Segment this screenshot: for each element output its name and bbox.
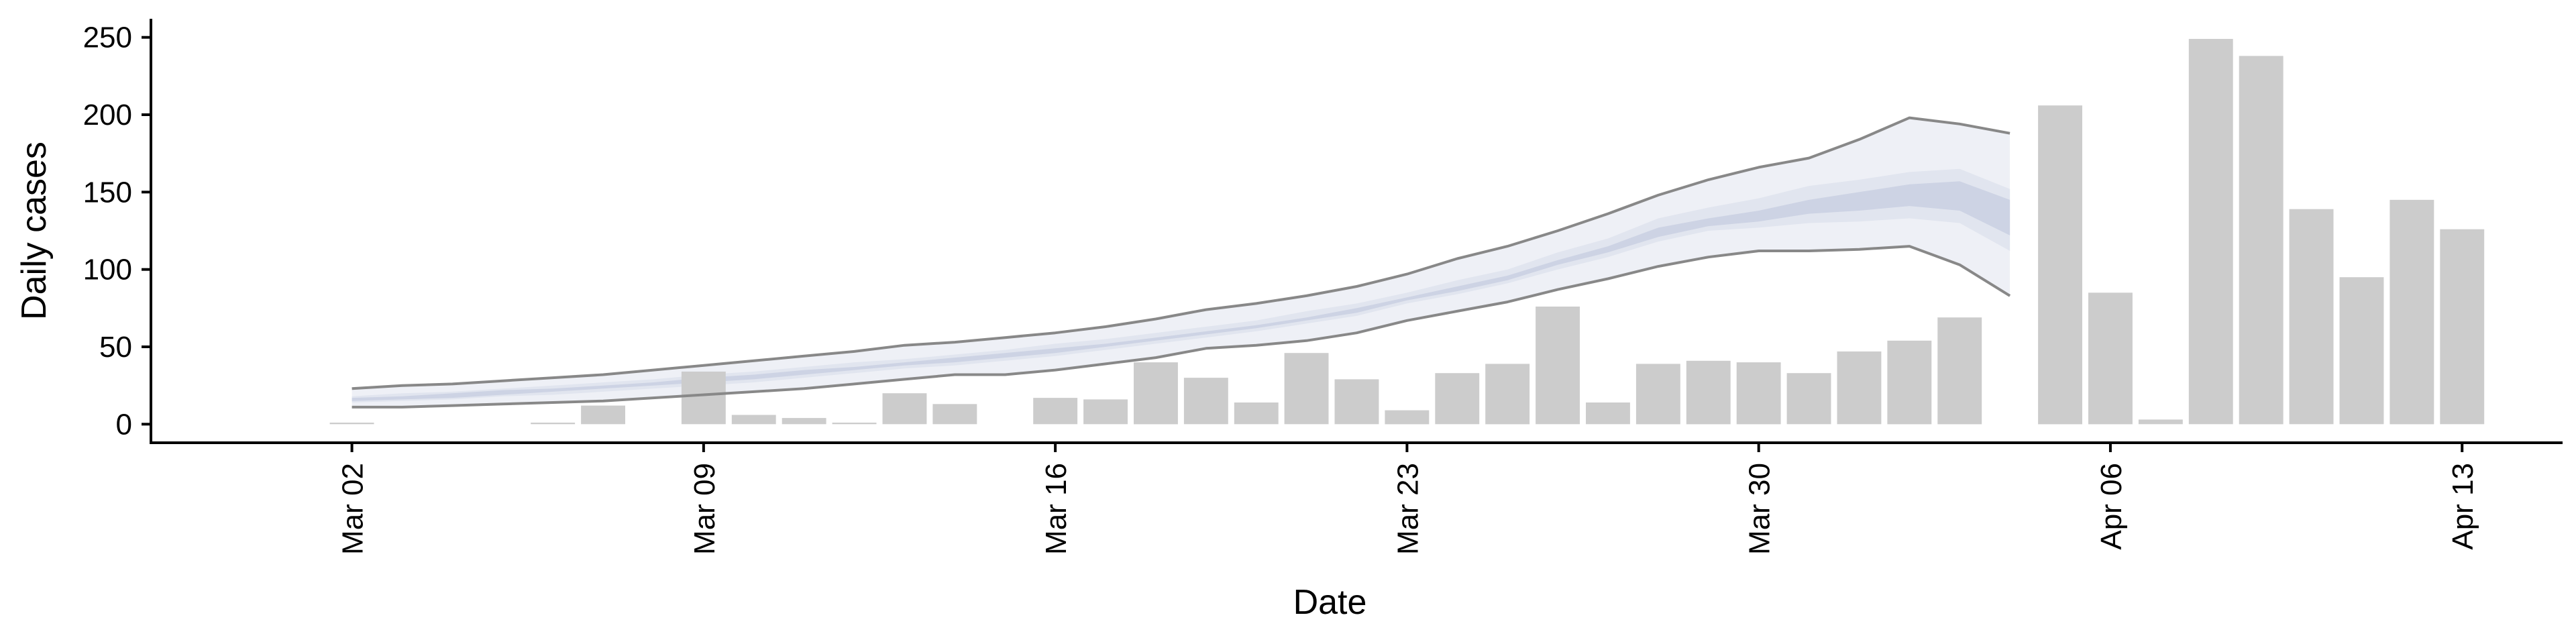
bar-2020-04-10 bbox=[2289, 209, 2334, 425]
bar-2020-03-19 bbox=[1183, 378, 1228, 425]
x-tick-label: Mar 30 bbox=[1743, 463, 1776, 555]
bar-2020-04-13 bbox=[2440, 229, 2485, 425]
bar-2020-03-23 bbox=[1385, 410, 1430, 425]
x-axis-title: Date bbox=[1293, 583, 1367, 622]
bar-2020-04-07 bbox=[2138, 419, 2183, 425]
bar-2020-04-03 bbox=[1937, 317, 1982, 425]
y-axis-ticks: 0 50 100 150 200 250 bbox=[83, 21, 151, 441]
projection-upper-line bbox=[352, 116, 2010, 390]
bar-2020-03-11 bbox=[782, 418, 826, 425]
bar-2020-04-09 bbox=[2239, 56, 2284, 425]
projection-bound-lines bbox=[352, 116, 2011, 409]
bar-2020-04-01 bbox=[1837, 351, 1882, 425]
axes bbox=[150, 19, 2563, 444]
projection-mid-band bbox=[352, 168, 2010, 402]
bar-2020-04-02 bbox=[1887, 340, 1932, 425]
bar-2020-03-26 bbox=[1536, 307, 1580, 425]
bar-2020-03-10 bbox=[731, 415, 776, 425]
bar-2020-03-31 bbox=[1786, 373, 1831, 425]
bar-2020-03-02 bbox=[329, 423, 374, 425]
y-tick-label: 150 bbox=[83, 176, 132, 209]
bar-2020-03-29 bbox=[1686, 360, 1731, 425]
daily-cases-bars bbox=[329, 39, 2485, 425]
bar-2020-03-24 bbox=[1435, 373, 1480, 425]
bar-2020-03-25 bbox=[1485, 364, 1530, 425]
bar-2020-04-06 bbox=[2088, 292, 2133, 425]
x-tick-label: Mar 02 bbox=[337, 463, 370, 555]
projection-lower-line bbox=[352, 245, 2011, 409]
y-tick-label: 0 bbox=[116, 408, 132, 441]
bar-2020-04-05 bbox=[2038, 105, 2082, 425]
bar-2020-04-08 bbox=[2188, 39, 2233, 425]
bar-2020-03-17 bbox=[1083, 399, 1128, 425]
bar-2020-03-16 bbox=[1033, 398, 1078, 425]
bar-2020-03-21 bbox=[1284, 353, 1329, 425]
bar-2020-04-12 bbox=[2390, 199, 2434, 425]
bar-2020-03-18 bbox=[1134, 362, 1178, 425]
bar-2020-03-09 bbox=[681, 371, 726, 425]
x-tick-label: Mar 23 bbox=[1391, 463, 1424, 555]
y-tick-label: 250 bbox=[83, 21, 132, 54]
bar-2020-03-30 bbox=[1736, 362, 1781, 425]
bar-2020-03-22 bbox=[1334, 379, 1379, 425]
projection-core-band bbox=[352, 181, 2010, 401]
y-tick-label: 100 bbox=[83, 254, 132, 286]
y-axis-title: Daily cases bbox=[15, 142, 54, 320]
bar-2020-03-06 bbox=[531, 423, 576, 425]
y-tick-label: 200 bbox=[83, 99, 132, 131]
bar-2020-04-11 bbox=[2339, 277, 2384, 425]
bar-2020-03-20 bbox=[1234, 402, 1279, 425]
x-tick-label: Mar 09 bbox=[688, 463, 721, 555]
bar-2020-03-13 bbox=[882, 393, 927, 425]
x-axis-ticks: Mar 02 Mar 09 Mar 16 Mar 23 Mar 30 Apr 06 Apr … bbox=[337, 443, 2479, 555]
y-tick-label: 50 bbox=[99, 331, 132, 364]
bar-2020-03-28 bbox=[1635, 364, 1680, 425]
x-tick-label: Apr 13 bbox=[2447, 463, 2479, 550]
x-tick-label: Apr 06 bbox=[2095, 463, 2128, 550]
bar-2020-03-07 bbox=[581, 405, 625, 425]
bar-2020-03-14 bbox=[932, 404, 977, 425]
x-tick-label: Mar 16 bbox=[1040, 463, 1073, 555]
bar-2020-03-12 bbox=[832, 423, 877, 425]
bar-2020-03-27 bbox=[1586, 402, 1630, 425]
